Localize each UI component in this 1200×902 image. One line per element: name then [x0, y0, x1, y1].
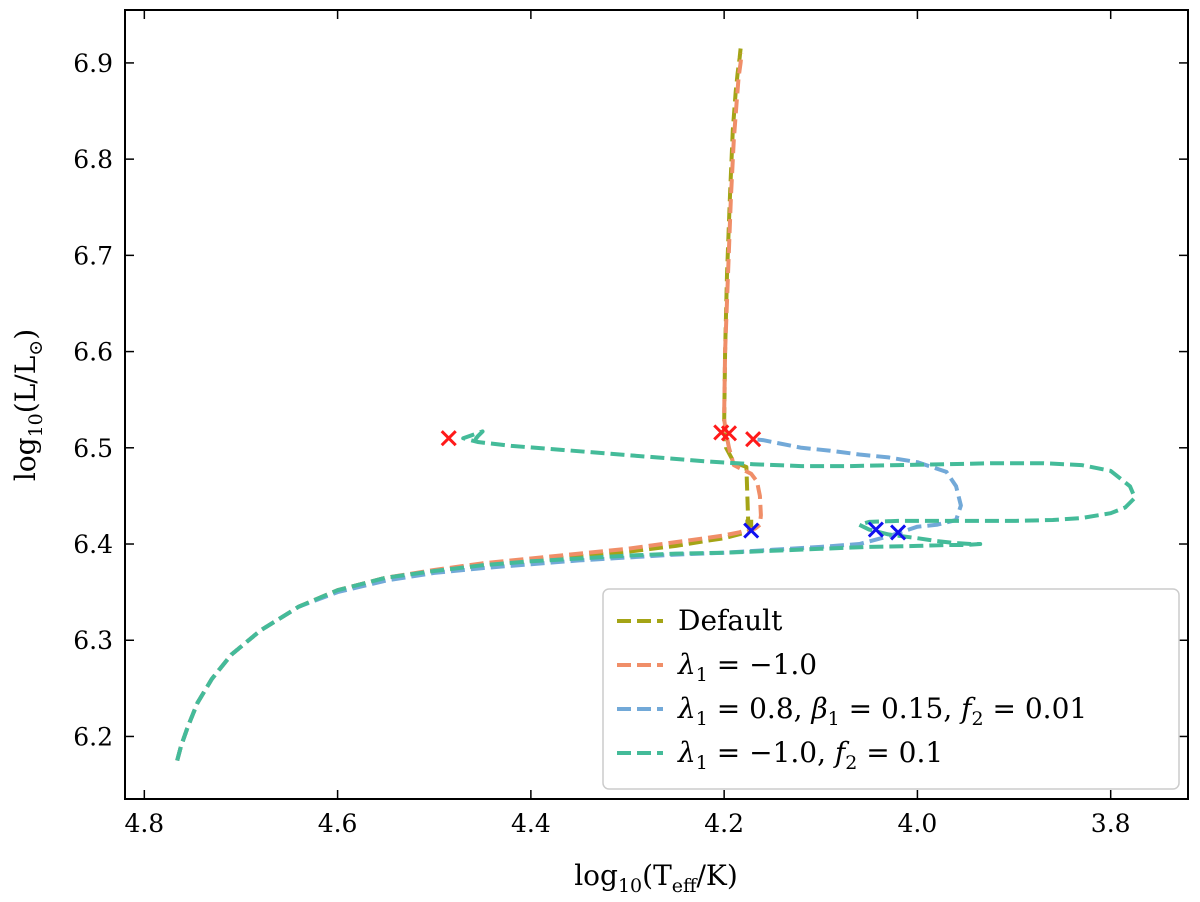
blue-cross-1-marker [743, 522, 760, 539]
tick-layer: 4.8 4.6 4.4 4.2 4.0 3.8 6.2 6.3 6.4 6.5 6.6 6.7 6.8 6… [73, 10, 1188, 838]
legend-label-2: λ1 = −1.0 [677, 648, 817, 686]
y-tick-label: 6.7 [73, 241, 113, 270]
plot-frame [124, 9, 1189, 800]
series-layer [175, 48, 1137, 762]
legend: Default λ1 = −1.0 λ1 = 0.8, β1 = 0.15, f2 … [602, 588, 1180, 790]
blue-cross-3-marker [890, 524, 907, 541]
legend-label-3: λ1 = 0.8, β1 = 0.15, f2 = 0.01 [677, 692, 1087, 730]
x-axis-title: log10(Teff/K) [574, 859, 738, 897]
red-cross-4-marker [745, 431, 762, 448]
y-tick-label: 6.4 [73, 530, 113, 559]
legend-label-4: λ1 = −1.0, f2 = 0.1 [677, 736, 943, 774]
x-tick-label: 4.2 [704, 809, 744, 838]
x-tick-label: 4.0 [898, 809, 938, 838]
y-axis-title: log10(L/L⊙) [9, 329, 47, 481]
x-tick-label: 4.4 [511, 809, 551, 838]
legend-box [602, 588, 1180, 790]
x-tick-label: 4.8 [124, 809, 164, 838]
red-cross-3-marker [720, 425, 738, 442]
x-tick-label: 4.6 [318, 809, 358, 838]
x-tick-label: 3.8 [1091, 809, 1131, 838]
y-tick-label: 6.2 [73, 722, 113, 751]
y-tick-label: 6.9 [73, 49, 113, 78]
legend-label-1: Default [678, 604, 783, 637]
series-line-4 [175, 429, 1137, 762]
blue-cross-2-marker [867, 521, 884, 538]
y-tick-label: 6.3 [73, 626, 113, 655]
marker-layer [440, 424, 907, 541]
y-tick-label: 6.8 [73, 145, 113, 174]
y-tick-label: 6.5 [73, 434, 113, 463]
red-cross-1-marker [440, 430, 457, 447]
y-tick-label: 6.6 [73, 338, 113, 367]
